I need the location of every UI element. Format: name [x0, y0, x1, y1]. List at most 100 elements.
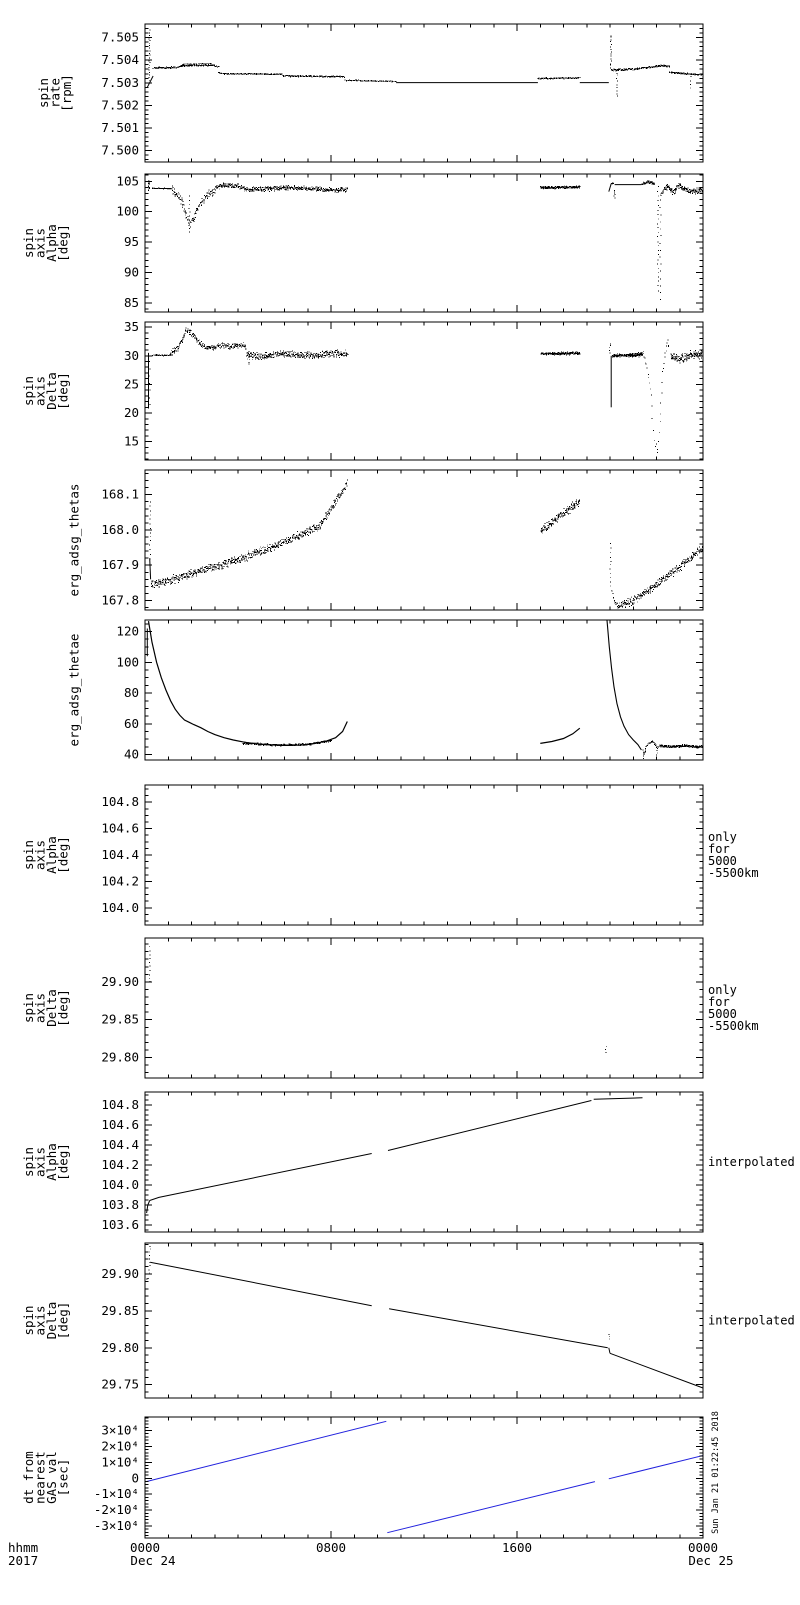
y-tick-label: -1×10⁴ [94, 1486, 139, 1501]
panel-series-spin-axis-delta-interpolated [146, 1246, 703, 1389]
x-tick-label: 0000 [130, 1540, 160, 1555]
y-tick-label: 60 [124, 716, 139, 731]
y-tick-label: 104.2 [101, 1157, 139, 1172]
y-tick-label: 104.4 [101, 1137, 139, 1152]
y-tick-label: 20 [124, 405, 139, 420]
panel-annotation: only [708, 983, 737, 997]
y-tick-label: 168.0 [101, 522, 139, 537]
y-tick-label: 7.502 [101, 97, 139, 112]
y-tick-label: 95 [124, 234, 139, 249]
y-tick-label: 100 [116, 204, 139, 219]
y-tick-label: 167.9 [101, 557, 139, 572]
panel-erg-adsg-thetae: 40 60 80 100 120 erg_adsg_thetae [67, 619, 704, 762]
y-tick-label: 30 [124, 348, 139, 363]
y-tick-label: 80 [124, 685, 139, 700]
panel-spin-axis-alpha-5000km: 104.0 104.2 104.4 104.6 104.8 spinaxisAlpha[d… [21, 784, 759, 926]
y-axis-title-spin-axis-alpha: spinaxisAlpha[deg] [21, 224, 71, 262]
y-tick-label: 7.503 [101, 75, 139, 90]
y-tick-label: 167.8 [101, 592, 139, 607]
y-tick-label: 29.85 [101, 1303, 139, 1318]
panel-series-spin-axis-delta [148, 327, 703, 460]
panel-spin-axis-delta: 15 20 25 30 35 spinaxisDelta[deg] [21, 319, 704, 461]
x-axis-year-label: 2017 [8, 1553, 38, 1568]
panel-series-erg-adsg-thetas [149, 479, 703, 609]
panel-spin-axis-alpha: 85 90 95 100 105 spinaxisAlpha[deg] [21, 173, 704, 313]
y-tick-label: 85 [124, 295, 139, 310]
panel-erg-adsg-thetas: 167.8 167.9 168.0 168.1 erg_adsg_thetas [67, 469, 704, 611]
y-tick-label: 29.75 [101, 1377, 139, 1392]
panel-annotation: for [708, 842, 730, 856]
y-tick-label: 104.2 [101, 873, 139, 888]
y-tick-label: -3×10⁴ [94, 1518, 139, 1533]
panel-annotation: only [708, 830, 737, 844]
y-tick-label: 29.90 [101, 974, 139, 989]
y-axis-title-spin-axis-alpha-interpolated: spinaxisAlpha[deg] [21, 1143, 71, 1181]
y-tick-label: 103.8 [101, 1197, 139, 1212]
y-tick-label: 104.8 [101, 1097, 139, 1112]
y-axis-title-spin-rate: spinrate[rpm] [36, 74, 74, 112]
panel-series-spin-axis-alpha-interpolated [146, 1097, 643, 1214]
y-tick-label: 104.6 [101, 1117, 139, 1132]
x-axis-unit-label: hhmm [8, 1540, 38, 1555]
x-tick-label: 0800 [316, 1540, 346, 1555]
y-tick-label: 7.504 [101, 52, 139, 67]
x-tick-sublabel: Dec 25 [688, 1553, 733, 1568]
panel-annotation: -5500km [708, 866, 759, 880]
y-axis-title-spin-axis-alpha-5000km: spinaxisAlpha[deg] [21, 836, 71, 874]
x-tick-label: 1600 [502, 1540, 532, 1555]
y-axis-title-erg-adsg-thetas: erg_adsg_thetas [67, 484, 82, 597]
y-tick-label: 0 [131, 1470, 139, 1485]
y-tick-label: 1×10⁴ [101, 1454, 139, 1469]
panel-annotation: 5000 [708, 1007, 737, 1021]
y-axis-title-dt-from-nearest-gas: dt fromnearestGAS val[sec] [21, 1451, 71, 1504]
y-tick-label: 104.8 [101, 794, 139, 809]
y-tick-label: 7.500 [101, 143, 139, 158]
y-axis-title-spin-axis-delta-interpolated: spinaxisDelta[deg] [21, 1302, 71, 1340]
panel-series-spin-rate [146, 29, 703, 97]
y-tick-label: 104.4 [101, 847, 139, 862]
panel-annotation: interpolated [708, 1314, 795, 1328]
y-tick-label: 29.80 [101, 1050, 139, 1065]
panel-annotation: 5000 [708, 854, 737, 868]
y-tick-label: 103.6 [101, 1217, 139, 1232]
panel-annotation: -5500km [708, 1019, 759, 1033]
panel-series-spin-axis-alpha [147, 180, 703, 300]
panel-annotation: interpolated [708, 1155, 795, 1169]
panel-spin-axis-delta-5000km: 29.80 29.85 29.90 spinaxisDelta[deg] onlyfor… [21, 937, 759, 1079]
y-tick-label: 2×10⁴ [101, 1438, 139, 1453]
y-tick-label: 3×10⁴ [101, 1423, 139, 1438]
creation-timestamp: Sun Jan 21 01:22:45 2018 [711, 1411, 721, 1534]
y-tick-label: 35 [124, 319, 139, 334]
y-tick-label: 40 [124, 747, 139, 762]
x-tick-label: 0000 [688, 1540, 718, 1555]
panel-spin-axis-alpha-interpolated: 103.6 103.8 104.0 104.2 104.4 104.6 104.8 spina… [21, 1091, 795, 1233]
y-tick-label: 29.90 [101, 1266, 139, 1281]
y-tick-label: 29.85 [101, 1012, 139, 1027]
y-axis-title-erg-adsg-thetae: erg_adsg_thetae [67, 634, 82, 747]
y-tick-label: 7.505 [101, 30, 139, 45]
y-tick-label: 29.80 [101, 1340, 139, 1355]
y-axis-title-spin-axis-delta-5000km: spinaxisDelta[deg] [21, 989, 71, 1027]
y-tick-label: 120 [116, 624, 139, 639]
y-tick-label: 105 [116, 173, 139, 188]
y-tick-label: 168.1 [101, 487, 139, 502]
y-tick-label: 104.0 [101, 900, 139, 915]
y-tick-label: 25 [124, 376, 139, 391]
x-tick-sublabel: Dec 24 [130, 1553, 175, 1568]
panel-annotation: for [708, 995, 730, 1009]
y-tick-label: 104.0 [101, 1177, 139, 1192]
y-tick-label: 15 [124, 434, 139, 449]
panel-spin-rate: 7.500 7.501 7.502 7.503 7.504 7.505 spinrate[r… [36, 23, 704, 163]
y-tick-label: 100 [116, 654, 139, 669]
y-tick-label: 7.501 [101, 120, 139, 135]
y-tick-label: -2×10⁴ [94, 1502, 139, 1517]
panel-spin-axis-delta-interpolated: 29.75 29.80 29.85 29.90 spinaxisDelta[deg] in… [21, 1242, 795, 1399]
y-axis-title-spin-axis-delta: spinaxisDelta[deg] [21, 372, 71, 410]
y-tick-label: 104.6 [101, 821, 139, 836]
panel-series-dt-from-nearest-gas [146, 1420, 703, 1534]
y-tick-label: 90 [124, 264, 139, 279]
